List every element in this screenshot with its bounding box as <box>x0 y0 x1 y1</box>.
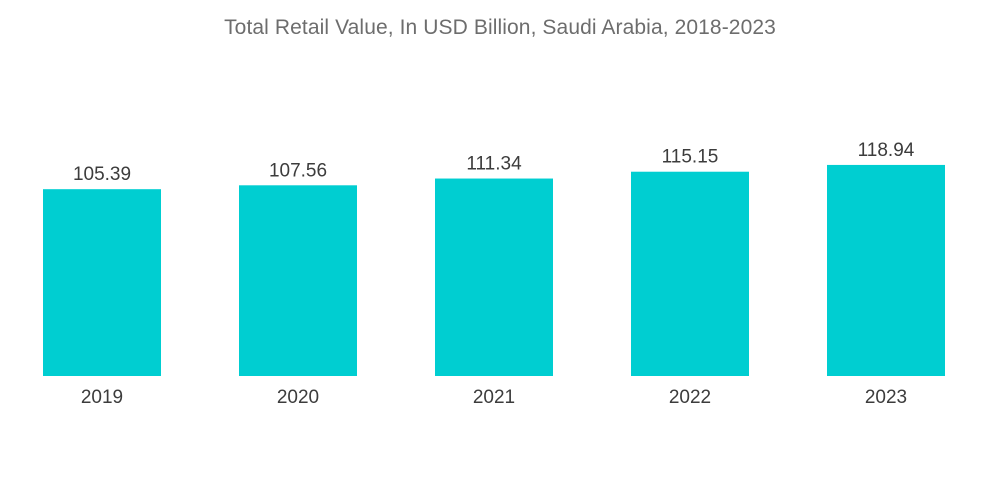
bar-value-label: 111.34 <box>466 154 522 175</box>
bar-value-label: 118.94 <box>858 140 915 161</box>
bar-2019 <box>43 189 161 376</box>
x-tick-label: 2021 <box>473 387 515 408</box>
bar-2022 <box>631 171 749 376</box>
bar-2023 <box>827 164 945 376</box>
bar-2021 <box>435 178 553 376</box>
x-tick-label: 2023 <box>865 387 907 408</box>
bar-value-label: 115.15 <box>662 147 719 168</box>
bar-2020 <box>239 185 357 376</box>
bar-value-label: 107.56 <box>269 160 327 181</box>
x-tick-label: 2022 <box>669 387 711 408</box>
bar-value-label: 105.39 <box>73 164 131 185</box>
chart-title: Total Retail Value, In USD Billion, Saud… <box>224 16 776 39</box>
x-tick-label: 2019 <box>81 387 123 408</box>
x-tick-label: 2020 <box>277 387 319 408</box>
